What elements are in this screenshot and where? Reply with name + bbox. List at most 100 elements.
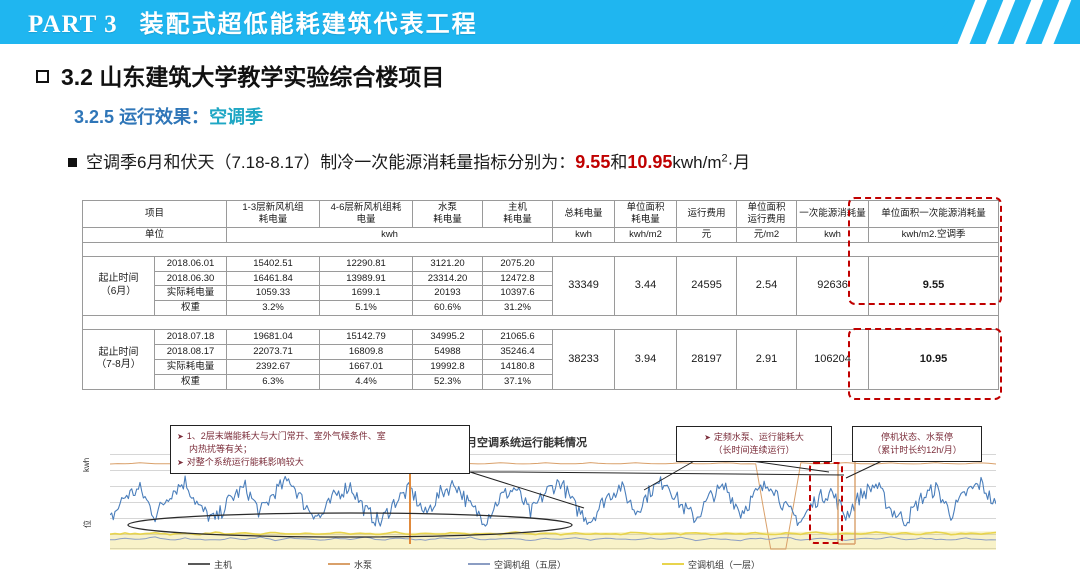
legend-item-ahu-1f: 空调机组（一层） (662, 558, 760, 571)
th-cost-per-area: 单位面积 运行费用 (736, 200, 798, 228)
td-value: 23314.20 (412, 270, 484, 287)
td-value: 14180.8 (482, 358, 554, 375)
td-value: 22073.71 (226, 344, 321, 360)
table-row: 2018.06.30 16461.84 13989.91 23314.20 12… (83, 270, 999, 287)
td-value: 52.3% (412, 373, 484, 390)
table-spacer-row-2 (81, 315, 1000, 331)
gridline (110, 470, 996, 471)
td-per-area-julaug: 3.94 (614, 329, 678, 390)
td-value: 19681.04 (226, 329, 321, 345)
th-primary-per-area: 单位面积一次能源消耗量 (868, 200, 1000, 228)
callout-left-line-2: 内热扰等有关； (189, 444, 253, 455)
period-sub: （7-8月） (96, 359, 141, 371)
legend-swatch-pump (328, 563, 351, 565)
td-value: 37.1% (482, 373, 554, 390)
td-value: 12472.8 (482, 270, 554, 287)
td-unit-kwh-span: kwh (226, 226, 554, 243)
table-row: 实际耗电量 2392.67 1667.01 19992.8 14180.8 (83, 358, 999, 375)
period-sub: （6月） (100, 285, 137, 297)
chart-title: 最热月空调系统运行能耗情况 (444, 437, 587, 449)
banner-part-label: PART 3 (28, 11, 118, 38)
bullet-text-before: 空调季6月和伏天（7.18-8.17）制冷一次能源消耗量指标分别为： (86, 153, 576, 172)
td-row-label: 2018.07.18 (153, 329, 228, 345)
spacer-cell (81, 241, 1000, 257)
td-value: 35246.4 (482, 344, 554, 360)
bullet-statement: 空调季6月和伏天（7.18-8.17）制冷一次能源消耗量指标分别为：9.55和1… (68, 148, 750, 173)
td-primary-per-area-julaug: 10.95 (868, 329, 1000, 390)
td-unit-per-area: kwh/m2 (614, 226, 678, 243)
th-line1: 1-3层新风机组 (242, 202, 304, 213)
td-cost-per-area-june: 2.54 (736, 255, 798, 317)
subsection-highlight: 空调季 (209, 107, 264, 127)
td-primary-per-area-june: 9.55 (868, 255, 1000, 317)
td-unit-cost: 元 (676, 226, 738, 243)
td-row-label: 实际耗电量 (153, 358, 228, 375)
callout-mid-line-1: ➤ 定频水泵、运行能耗大 (683, 431, 825, 444)
spacer-cell (81, 315, 1000, 331)
td-value: 54988 (412, 344, 484, 360)
section-heading-text: 3.2 山东建筑大学教学实验综合楼项目 (61, 64, 445, 90)
bullet-unit-tail: ·月 (727, 153, 751, 172)
td-row-label: 2018.06.30 (153, 270, 228, 287)
td-unit-cost-per-area: 元/m2 (736, 226, 798, 243)
td-value: 21065.6 (482, 329, 554, 345)
bullet-unit-superscript: 2 (721, 152, 728, 165)
th-operating-cost: 运行费用 (676, 200, 738, 228)
td-value: 13989.91 (319, 270, 414, 287)
callout-left-text-1: 1、2层末端能耗大与大门常开、室外气候条件、室 (186, 431, 386, 441)
subsection-number: 3.2.5 (74, 107, 115, 127)
legend-item-chiller: 主机 (188, 558, 232, 571)
legend-label: 水泵 (354, 559, 373, 570)
table-row: 2018.08.17 22073.71 16809.8 54988 35246.… (83, 344, 999, 360)
td-unit-label: 单位 (81, 226, 228, 243)
td-row-label: 2018.08.17 (153, 344, 228, 360)
td-row-label: 权重 (153, 373, 228, 390)
callout-mid-text-1: 定频水泵、运行能耗大 (713, 432, 804, 442)
th-item: 项目 (81, 200, 228, 228)
legend-swatch-ahu-5f (468, 563, 491, 565)
bullet-value-2: 10.95 (627, 152, 673, 172)
td-value: 31.2% (482, 300, 554, 317)
chart-y-axis-label: kwh (82, 457, 91, 472)
energy-table-wrapper: 项目 1-3层新风机组 耗电量 4-6层新风机组耗 电量 水泵 耗电量 主机 耗电量 总… (81, 197, 1002, 410)
td-row-label: 2018.06.01 (153, 255, 228, 272)
energy-chart: kwh 位 最热月空调系统运行能耗情况 ➤ 1、2层末端能耗大与大门常开、室外气候… (82, 420, 996, 576)
chart-y-axis-label-secondary: 位 (83, 520, 92, 528)
bullet-conjunction: 和 (610, 153, 628, 172)
td-value: 19992.8 (412, 358, 484, 375)
callout-mid-line-2: （长时间连续运行） (713, 445, 795, 456)
td-value: 2075.20 (482, 255, 554, 272)
callout-right-line-2: （累计时长约12h/月） (872, 445, 962, 456)
td-value: 3.2% (226, 300, 321, 317)
table-spacer-row-1 (81, 241, 1000, 257)
td-unit-total: kwh (552, 226, 616, 243)
td-row-label: 实际耗电量 (153, 285, 228, 302)
subsection-heading: 3.2.5 运行效果：空调季 (74, 103, 263, 129)
th-line1: 4-6层新风机组耗 (330, 202, 402, 213)
th-line1: 主机 (508, 202, 528, 213)
td-value: 16461.84 (226, 270, 321, 287)
subsection-text: 运行效果： (119, 107, 210, 127)
callout-left-end-energy: ➤ 1、2层末端能耗大与大门常开、室外气候条件、室 内热扰等有关； ➤ 对整个系统运… (170, 425, 470, 475)
legend-swatch-chiller (188, 563, 210, 565)
table-row: 起止时间 （7-8月） 2018.07.18 19681.04 15142.79… (82, 329, 1000, 390)
th-total-power: 总耗电量 (552, 200, 616, 228)
td-value: 4.4% (319, 373, 414, 390)
td-total-julaug: 38233 (552, 329, 616, 390)
td-value: 16809.8 (319, 344, 414, 360)
banner-title: PART 3 装配式超低能耗建筑代表工程 (28, 4, 478, 39)
td-value: 10397.6 (482, 285, 554, 302)
td-total-june: 33349 (552, 255, 616, 317)
td-unit-primary: kwh (796, 226, 870, 243)
banner-title-cn: 装配式超低能耗建筑代表工程 (139, 11, 478, 38)
td-primary-june: 92636 (796, 255, 870, 317)
callout-left-line-1: ➤ 1、2层末端能耗大与大门常开、室外气候条件、室 (177, 430, 463, 443)
callout-left-text-3: 对整个系统运行能耗影响较大 (186, 457, 304, 468)
th-line2: 耗电量 (258, 213, 288, 225)
legend-swatch-ahu-1f (662, 563, 685, 565)
arrow-bullet-icon: ➤ (177, 432, 184, 441)
square-bullet-icon (36, 70, 49, 83)
th-water-pump: 水泵 耗电量 (412, 200, 484, 228)
callout-shutdown-state: 停机状态、水泵停 （累计时长约12h/月） (852, 426, 982, 463)
th-line2: 耗电量 (433, 213, 462, 225)
